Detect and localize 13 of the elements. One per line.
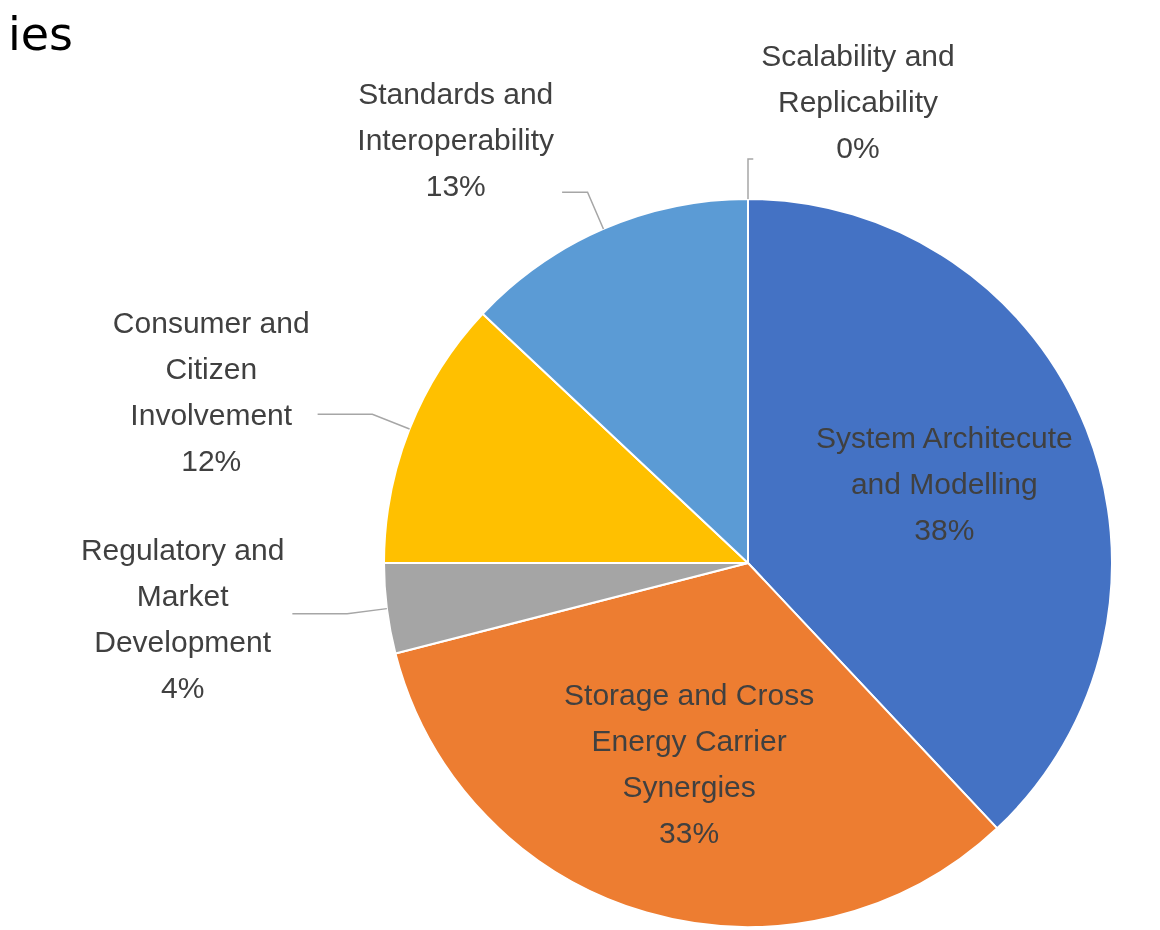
chart-title: ies xyxy=(8,7,74,61)
slice-label: Storage and Cross Energy Carrier Synergies xyxy=(564,678,815,803)
slice-label: Consumer and Citizen Involvement xyxy=(112,306,310,432)
slice-label: Standards and Interoperability xyxy=(357,77,555,157)
text: 0% xyxy=(836,131,880,165)
slice-label: Regulatory and Market Development xyxy=(80,532,285,658)
data-label: 38% xyxy=(914,512,975,546)
data-label: 4% xyxy=(160,670,205,704)
data-label: 33% xyxy=(659,816,720,849)
data-label: 12% xyxy=(181,444,242,478)
slice-label: System Architecute and Modelling xyxy=(815,420,1073,500)
data-label: 13% xyxy=(425,169,486,203)
category-label: Scalability and Replicability xyxy=(761,39,955,119)
